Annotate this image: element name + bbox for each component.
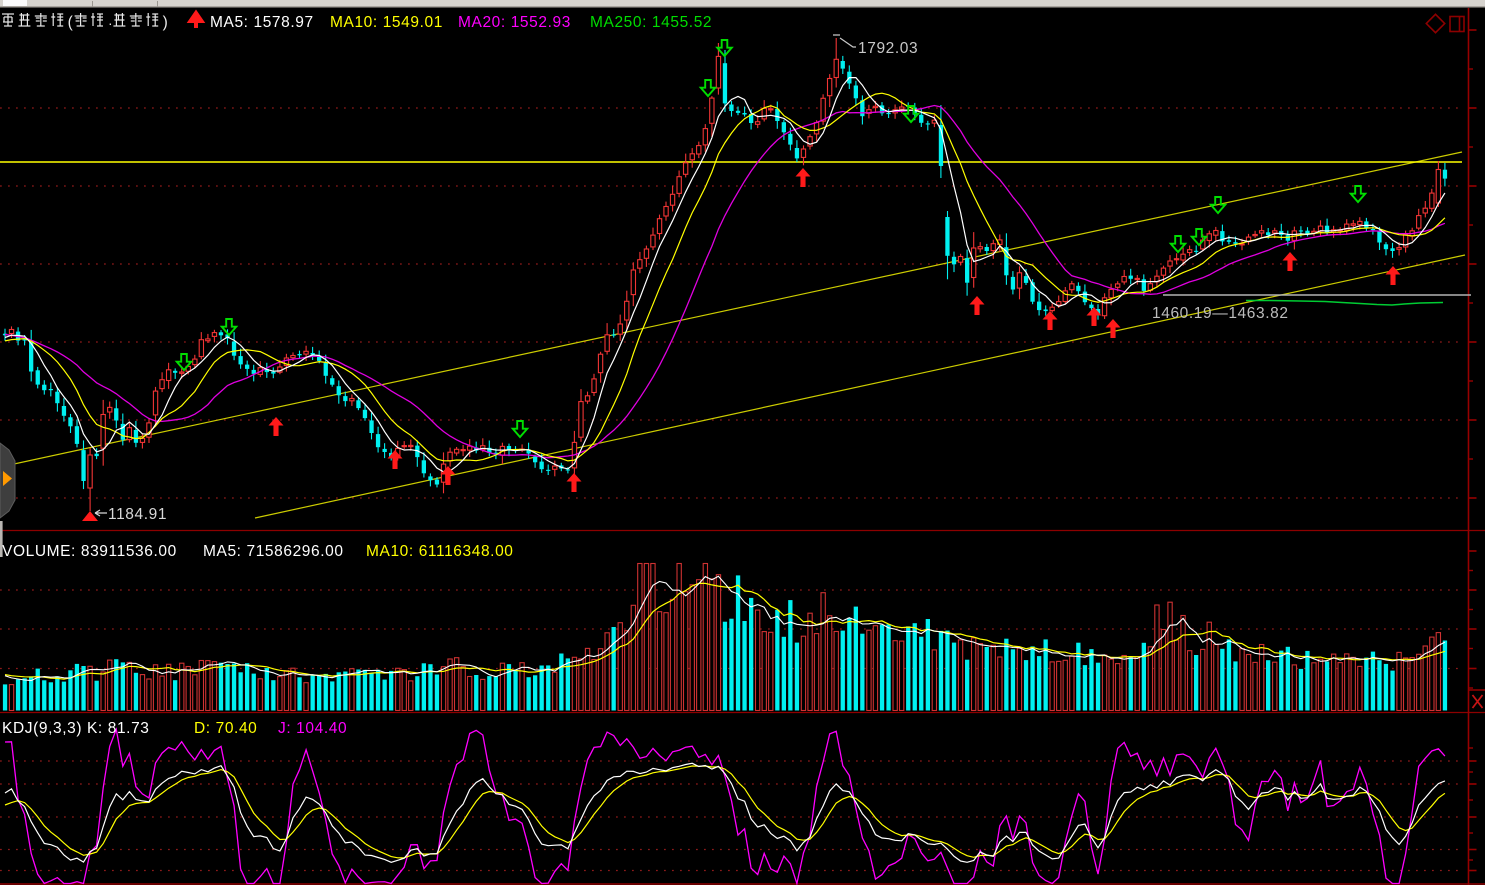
svg-text:MA20: 1552.93: MA20: 1552.93 [458, 14, 571, 31]
svg-text:MA10: 1549.01: MA10: 1549.01 [330, 14, 443, 31]
svg-text:.: . [108, 12, 112, 28]
svg-text:1792.03: 1792.03 [858, 40, 918, 57]
svg-text:): ) [163, 14, 169, 31]
svg-text:MA10: 61116348.00: MA10: 61116348.00 [366, 543, 514, 560]
svg-text:MA250: 1455.52: MA250: 1455.52 [590, 14, 712, 31]
svg-text:VOLUME: 83911536.00: VOLUME: 83911536.00 [2, 543, 177, 560]
svg-text:1460.19—1463.82: 1460.19—1463.82 [1152, 305, 1289, 322]
svg-text:1184.91: 1184.91 [108, 506, 167, 523]
svg-text:J: 104.40: J: 104.40 [278, 720, 347, 737]
svg-text:D: 70.40: D: 70.40 [194, 720, 257, 737]
svg-text:MA5: 1578.97: MA5: 1578.97 [210, 14, 314, 31]
svg-text:(: ( [68, 14, 74, 31]
svg-text:MA5: 71586296.00: MA5: 71586296.00 [203, 543, 344, 560]
svg-text:KDJ(9,3,3) K: 81.73: KDJ(9,3,3) K: 81.73 [2, 720, 150, 737]
